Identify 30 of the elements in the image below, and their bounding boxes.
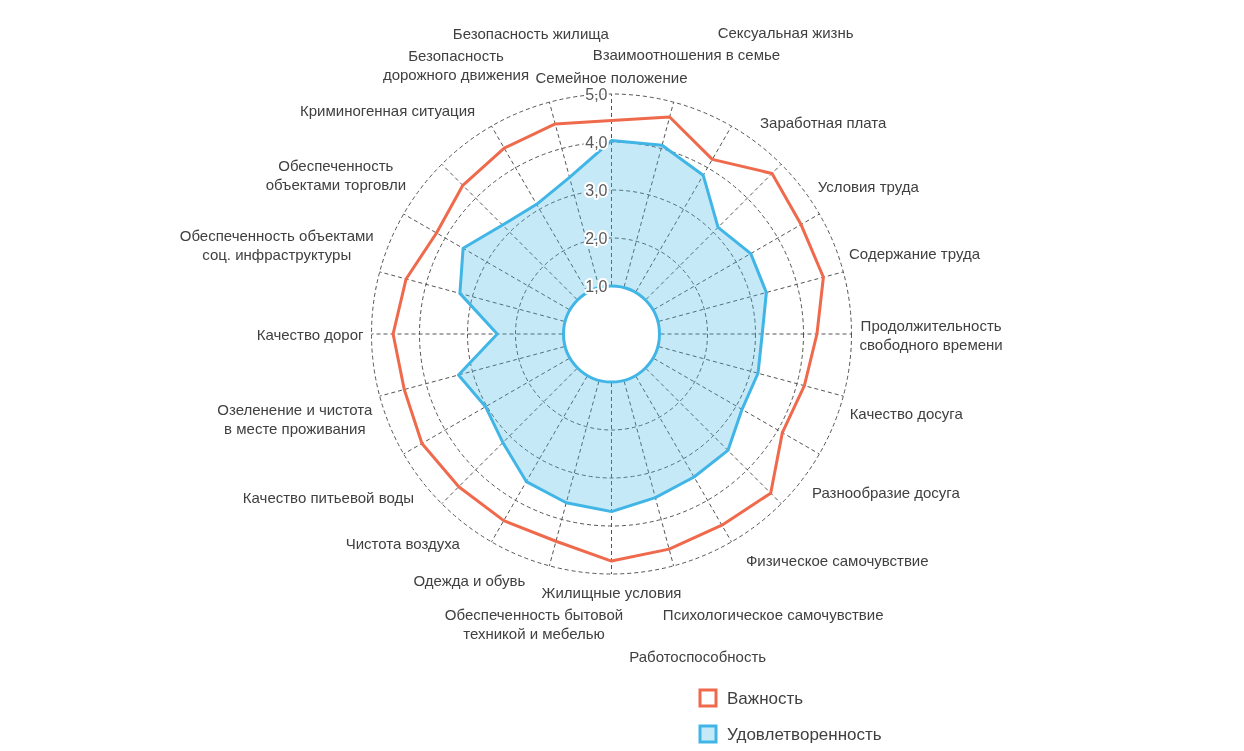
spoke-label: Семейное положение	[535, 68, 688, 85]
spoke-label: Обеспеченность объектами торговли	[265, 156, 407, 193]
spoke-label: Заработная плата	[760, 113, 888, 131]
spoke-label: Условия труда	[817, 177, 920, 195]
y-tick-label: 5,0	[585, 85, 608, 103]
spoke-label: Содержание труда	[849, 244, 981, 262]
spoke-label: Чистота воздуха	[345, 534, 461, 552]
spoke-label: Физическое самочувствие	[745, 551, 929, 569]
legend-label: Удовлетворенность	[727, 724, 882, 744]
spoke-label: Безопасность жилища	[452, 24, 610, 42]
y-tick-label: 4,0	[585, 133, 608, 151]
spoke-label: Сексуальная жизнь	[717, 23, 854, 41]
spoke-label: Обеспеченность бытовой техникой и мебелью	[444, 605, 624, 642]
spoke-label: Безопасность дорожного движения	[382, 46, 530, 83]
spoke-label: Жилищные условия	[541, 583, 682, 600]
spoke-label: Работоспособность	[629, 647, 767, 665]
spoke-label: Качество питьевой воды	[242, 488, 415, 506]
legend-label: Важность	[727, 688, 804, 708]
spoke-label: Взаимоотношения в семье	[592, 45, 781, 63]
spoke-label: Разнообразие досуга	[811, 483, 961, 501]
spoke-label: Обеспеченность объектами соц. инфраструктуры	[179, 226, 374, 263]
spoke-label: Качество дорог	[256, 325, 365, 343]
spoke-label: Психологическое самочувствие	[662, 605, 884, 623]
y-tick-label: 2,0	[585, 229, 608, 247]
spoke-label: Качество досуга	[849, 404, 964, 422]
y-tick-label: 3,0	[585, 181, 608, 199]
spoke-label: Озеленение и чистота в месте проживания	[217, 400, 374, 437]
spoke-label: Криминогенная ситуация	[300, 101, 476, 119]
spoke-label: Продолжительность свободного времени	[859, 316, 1003, 352]
spoke-label: Одежда и обувь	[413, 571, 526, 589]
